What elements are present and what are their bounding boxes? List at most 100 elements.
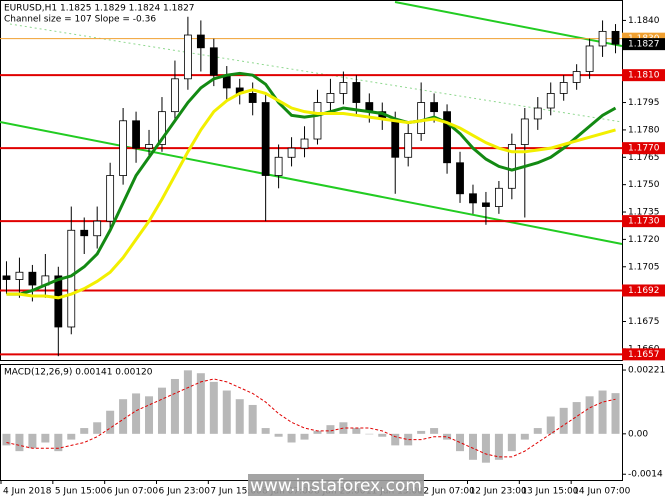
macd-bar (378, 433, 387, 437)
macd-bar (67, 433, 76, 440)
macd-panel: 0.00221 0.00 -0.0014 (2, 366, 665, 480)
candle-body (80, 229, 89, 237)
candle-body (196, 34, 205, 49)
candle-body (404, 133, 413, 158)
y-tick-label: 1.1735 (628, 208, 660, 218)
candle-body (171, 78, 179, 113)
level-label-box (622, 284, 665, 297)
macd-bar (28, 433, 37, 449)
macd-bar (93, 422, 102, 434)
level-label-box (622, 348, 665, 361)
macd-bar (313, 430, 322, 434)
macd-bar (145, 396, 154, 434)
macd-bar (404, 433, 413, 446)
candle-body (585, 45, 594, 72)
candle-body (145, 144, 153, 149)
candle-body (352, 82, 361, 103)
chart-title: EURUSD,H1 1.1825 1.1829 1.1824 1.1827 (4, 4, 195, 14)
candle-body (28, 271, 37, 286)
main-frame (0, 0, 623, 361)
candle-body (54, 275, 63, 328)
candle-body (313, 102, 322, 140)
macd-bar (468, 433, 477, 460)
candle-body (132, 120, 140, 149)
macd-bar (261, 428, 270, 434)
candle-body (158, 111, 166, 145)
macd-bar (274, 433, 283, 437)
candle-body (106, 175, 115, 222)
candle-body (572, 71, 581, 83)
x-tick-label: 12 Jun 23:00 (470, 487, 527, 497)
candle-body (520, 118, 529, 145)
macd-bar (15, 433, 24, 452)
y-tick-label: 1.1840 (628, 16, 660, 26)
candle-body (15, 271, 24, 280)
macd-bar (157, 387, 166, 434)
macd-signal (6, 378, 616, 458)
x-tick-label: 13 Jun 15:00 (521, 487, 578, 497)
macd-title: MACD(12,26,9) 0.00141 0.00120 (4, 368, 153, 378)
candle-body (93, 220, 102, 237)
macd-bar (235, 399, 244, 434)
macd-bar (533, 428, 542, 434)
price-box (622, 38, 665, 51)
macd-bar (507, 433, 516, 452)
macd-bar (287, 433, 296, 443)
x-tick-label: 5 Jun 15:00 (55, 487, 107, 497)
candle-body (417, 102, 426, 134)
macd-bar (106, 410, 115, 434)
macd-bar (481, 433, 490, 463)
level-label-box (622, 142, 665, 155)
level-label-box (622, 69, 665, 82)
y-tick-label: 1.1720 (628, 235, 660, 245)
candle-body (546, 93, 555, 109)
macd-bar (222, 390, 231, 434)
candle-body (274, 156, 283, 176)
y-tick-label: 0.00 (628, 429, 648, 439)
macd-bar (391, 433, 400, 446)
macd-bar (300, 433, 309, 440)
macd-bar (572, 402, 581, 434)
watermark: www.instaforex.com (250, 476, 422, 496)
macd-bar (585, 396, 594, 434)
candle-body (183, 34, 192, 80)
x-tick-label: 6 Jun 07:00 (107, 487, 159, 497)
level-label: 1.1770 (628, 144, 660, 154)
macd-bar (339, 422, 348, 434)
y-tick-label: 0.00221 (628, 366, 665, 376)
x-tick-label: 6 Jun 23:00 (159, 487, 211, 497)
moving-average (6, 71, 617, 296)
y-tick-label: 1.1705 (628, 262, 660, 272)
candle-body (339, 82, 348, 94)
candle-body (443, 111, 451, 164)
candle-body (300, 138, 309, 149)
y-tick-label: 1.1750 (628, 180, 660, 190)
macd-bar (559, 407, 568, 434)
macd-bar (611, 393, 620, 434)
candle-body (430, 102, 439, 113)
candle-body (261, 102, 270, 176)
candle-body (507, 144, 516, 189)
candle-body (119, 120, 128, 176)
macd-bar (598, 390, 607, 434)
macd-bar (209, 381, 218, 434)
macd-bar (443, 433, 452, 440)
macd-bar (326, 425, 335, 434)
y-tick-label: 1.1795 (628, 98, 660, 108)
macd-bar (430, 428, 439, 434)
macd-bar (170, 378, 179, 434)
candle-body (391, 118, 400, 158)
macd-bar (2, 433, 11, 446)
candle-body (469, 193, 477, 204)
price-label: 1.1827 (628, 40, 660, 50)
channel-lower (0, 121, 623, 245)
x-tick-label: 14 Jun 07:00 (573, 487, 630, 497)
candle-body (598, 30, 607, 47)
candle-body (611, 30, 620, 45)
x-tick-label: 4 Jun 2018 (3, 487, 52, 497)
level-label: 1.1692 (628, 286, 660, 296)
macd-bar (196, 373, 205, 434)
x-tick-label: 12 Jun 07:00 (418, 487, 475, 497)
macd-bar (352, 428, 361, 434)
macd-bar (41, 433, 50, 443)
